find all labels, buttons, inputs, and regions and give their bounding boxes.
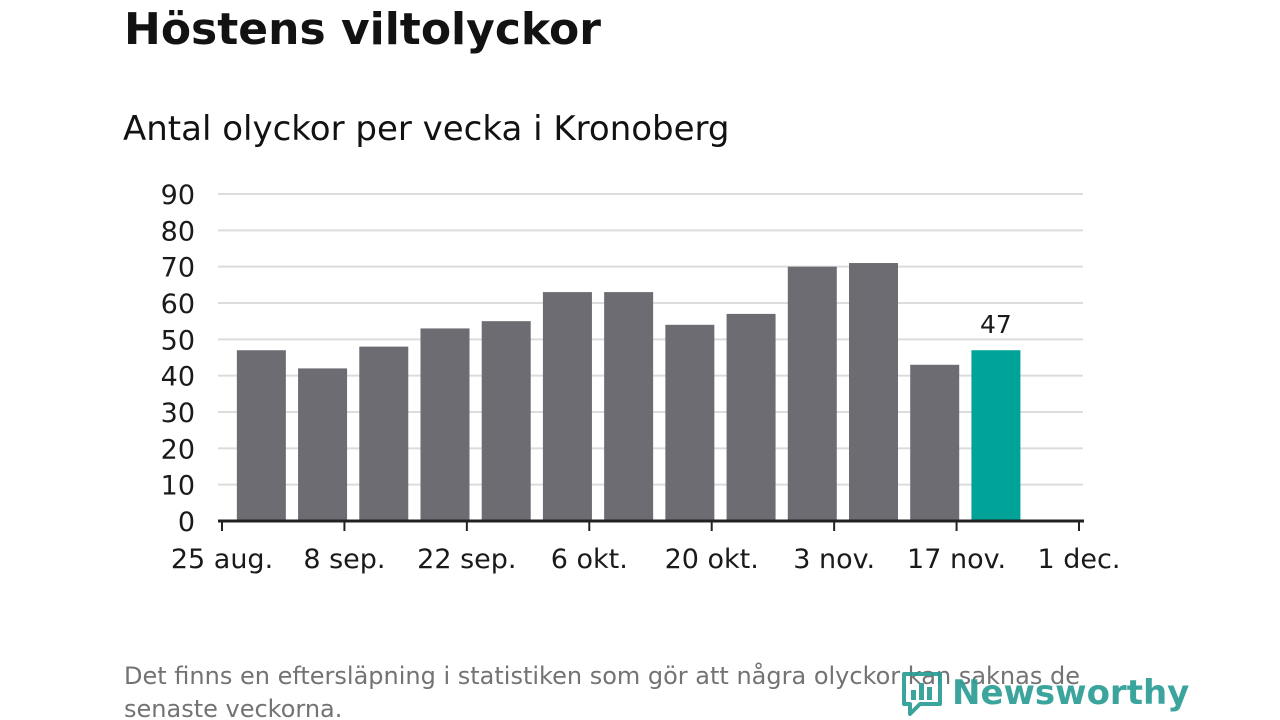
bar: [848, 263, 898, 521]
y-tick-label: 40: [161, 362, 195, 393]
bars: [236, 263, 1021, 521]
y-tick-label: 90: [161, 180, 195, 211]
y-tick-label: 20: [161, 434, 195, 465]
newsworthy-logo: Newsworthy: [900, 668, 1189, 718]
bar: [298, 368, 348, 521]
x-tick-label: 1 dec.: [1038, 544, 1121, 575]
chart-title: Höstens viltolyckor: [124, 4, 601, 55]
x-axis-tick-labels: 25 aug. 8 sep. 22 sep. 6 okt. 20 okt. 3 nov. 1…: [171, 544, 1121, 575]
bar: [604, 292, 654, 521]
x-tick-label: 3 nov.: [793, 544, 875, 575]
x-tick-label: 17 nov.: [907, 544, 1006, 575]
y-tick-label: 50: [161, 325, 195, 356]
x-tick-label: 20 okt.: [665, 544, 759, 575]
y-tick-label: 70: [161, 253, 195, 284]
bar: [420, 328, 470, 521]
x-tick-label: 6 okt.: [551, 544, 628, 575]
bar-highlighted: [971, 350, 1021, 521]
y-tick-label: 0: [178, 507, 195, 538]
data-labels: 47: [980, 310, 1012, 339]
bar: [236, 350, 286, 521]
x-axis: [218, 519, 1084, 531]
bar-data-label: 47: [980, 310, 1012, 339]
logo-text: Newsworthy: [952, 673, 1190, 713]
chart-subtitle: Antal olyckor per vecka i Kronoberg: [123, 109, 730, 149]
bar: [481, 321, 531, 521]
bar: [726, 313, 776, 521]
y-tick-label: 30: [161, 398, 195, 429]
x-tick-label: 8 sep.: [303, 544, 385, 575]
bar-chart: 0 10 20 30 40 50 60 70 80 90 25 aug. 8 sep. 22 sep.…: [161, 180, 1121, 575]
x-tick-label: 25 aug.: [171, 544, 273, 575]
bar: [665, 324, 715, 521]
newsworthy-bar-chart-logo-icon: [902, 672, 942, 716]
y-axis-tick-labels: 0 10 20 30 40 50 60 70 80 90: [161, 180, 195, 538]
bar: [787, 266, 837, 521]
y-tick-label: 10: [161, 471, 195, 502]
x-tick-label: 22 sep.: [417, 544, 516, 575]
bar: [359, 346, 409, 521]
y-tick-label: 80: [161, 216, 195, 247]
y-tick-label: 60: [161, 289, 195, 320]
bar: [910, 364, 960, 521]
bar: [542, 292, 592, 521]
